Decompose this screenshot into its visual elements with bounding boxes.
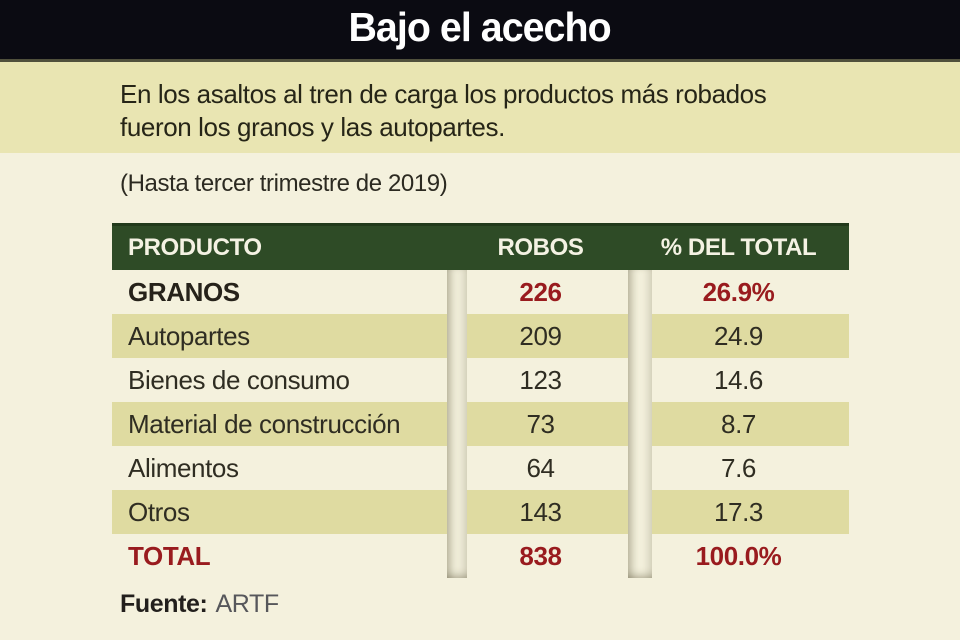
period-note: (Hasta tercer trimestre de 2019)	[120, 170, 448, 197]
pct-cell: 100.0%	[695, 540, 782, 571]
data-table: PRODUCTO ROBOS % DEL TOTAL GRANOS 226 26.9…	[112, 223, 849, 578]
column-header-robos: ROBOS	[497, 234, 584, 261]
robos-cell: 226	[519, 276, 562, 307]
column-header-producto: PRODUCTO	[128, 234, 262, 261]
robos-cell: 123	[519, 364, 562, 395]
subtitle-band: En los asaltos al tren de carga los prod…	[0, 62, 960, 153]
subtitle-line-2: fueron los granos y las autopartes.	[120, 112, 505, 142]
product-cell: Bienes de consumo	[128, 364, 350, 395]
subtitle-line-1: En los asaltos al tren de carga los prod…	[120, 79, 767, 109]
robos-cell: 73	[526, 408, 555, 439]
robos-cell: 838	[519, 540, 562, 571]
column-divider-1	[447, 270, 467, 578]
table-row: Otros 143 17.3	[112, 490, 849, 534]
robos-cell: 143	[519, 496, 562, 527]
product-cell: Otros	[128, 496, 190, 527]
pct-cell: 26.9%	[702, 276, 775, 307]
source-line: Fuente: ARTF	[120, 590, 279, 619]
table-body: GRANOS 226 26.9% Autopartes 209 24.9 Bienes de…	[112, 270, 849, 578]
robos-cell: 64	[526, 452, 555, 483]
table-row: GRANOS 226 26.9%	[112, 270, 849, 314]
pct-cell: 17.3	[713, 496, 763, 527]
page-title: Bajo el acecho	[348, 4, 612, 50]
product-cell: Alimentos	[128, 452, 239, 483]
column-header-pct-del-total: % DEL TOTAL	[660, 234, 817, 261]
table-row: Alimentos 64 7.6	[112, 446, 849, 490]
pct-cell: 14.6	[713, 364, 763, 395]
table-row: Autopartes 209 24.9	[112, 314, 849, 358]
pct-cell: 7.6	[721, 452, 756, 483]
title-bar: Bajo el acecho	[0, 0, 960, 62]
product-cell: Material de construcción	[128, 408, 401, 439]
pct-cell: 24.9	[713, 320, 763, 351]
pct-cell: 8.7	[721, 408, 756, 439]
subtitle-text: En los asaltos al tren de carga los prod…	[0, 62, 960, 144]
table-row: TOTAL 838 100.0%	[112, 534, 849, 578]
robos-cell: 209	[519, 320, 562, 351]
product-cell: GRANOS	[128, 276, 240, 307]
product-cell: Autopartes	[128, 320, 250, 351]
table-header-row: PRODUCTO ROBOS % DEL TOTAL	[112, 223, 849, 270]
column-divider-2	[628, 270, 652, 578]
table-row: Material de construcción 73 8.7	[112, 402, 849, 446]
table-row: Bienes de consumo 123 14.6	[112, 358, 849, 402]
source-value: ARTF	[215, 590, 279, 618]
product-cell: TOTAL	[128, 540, 211, 571]
source-label: Fuente:	[120, 590, 208, 618]
